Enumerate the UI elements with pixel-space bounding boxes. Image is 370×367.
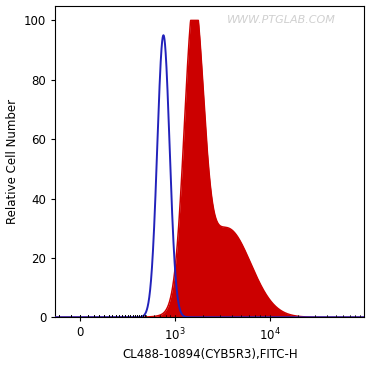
Y-axis label: Relative Cell Number: Relative Cell Number <box>6 99 18 224</box>
X-axis label: CL488-10894(CYB5R3),FITC-H: CL488-10894(CYB5R3),FITC-H <box>122 348 298 361</box>
Text: WWW.PTGLAB.COM: WWW.PTGLAB.COM <box>226 15 336 25</box>
